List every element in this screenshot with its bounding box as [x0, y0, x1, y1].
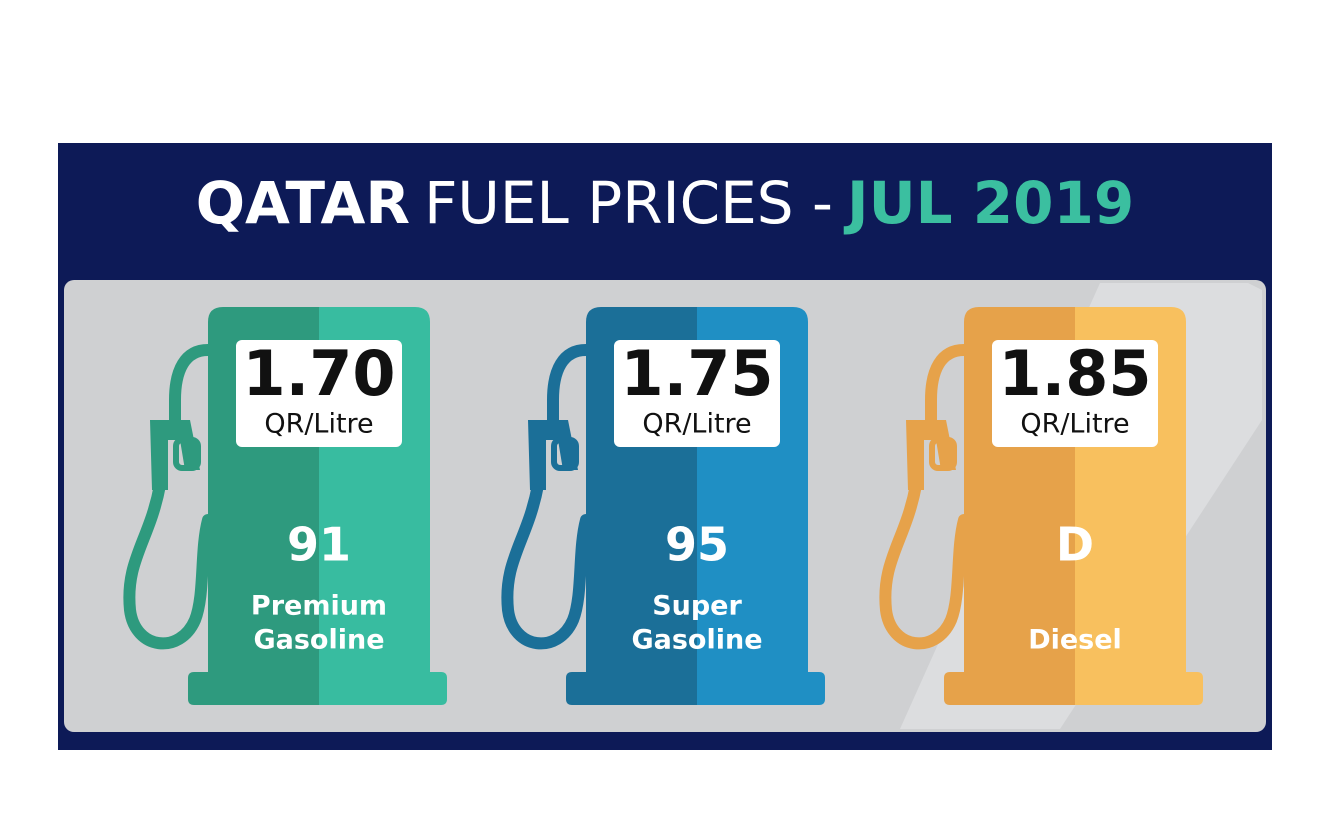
fuel-name: Premium [251, 591, 387, 622]
price-unit: QR/Litre [1020, 409, 1129, 440]
price: 1.75 [621, 337, 774, 410]
hose [501, 344, 592, 650]
nozzle-guard [551, 437, 579, 471]
grade: 95 [665, 518, 729, 572]
price: 1.85 [999, 337, 1152, 410]
title-regular: FUEL PRICES - [424, 169, 833, 237]
nozzle-guard [929, 437, 957, 471]
nozzle-guard [173, 437, 201, 471]
price: 1.70 [243, 337, 396, 410]
pump-base-light [1075, 672, 1203, 705]
title: QATAR FUEL PRICES - JUL 2019 [196, 169, 1135, 237]
hose [879, 344, 970, 650]
title-date: JUL 2019 [843, 169, 1134, 237]
pump-base-light [319, 672, 447, 705]
grade: 91 [287, 518, 351, 572]
fuel-name: Diesel [1028, 625, 1122, 656]
hose [123, 344, 214, 650]
price-unit: QR/Litre [642, 409, 751, 440]
fuel-name: Gasoline [631, 625, 762, 656]
grade: D [1056, 518, 1094, 572]
fuel-name: Super [652, 591, 742, 622]
pumps: 1.70QR/Litre91PremiumGasoline1.75QR/Litr… [123, 307, 1203, 705]
fuel-name: Gasoline [253, 625, 384, 656]
pump-base-dark [566, 672, 697, 705]
pump-base-light [697, 672, 825, 705]
price-box [614, 340, 780, 447]
price-unit: QR/Litre [264, 409, 373, 440]
price-box [236, 340, 402, 447]
pump-base-dark [188, 672, 319, 705]
pump-base-dark [944, 672, 1075, 705]
title-bold: QATAR [196, 169, 410, 237]
price-box [992, 340, 1158, 447]
